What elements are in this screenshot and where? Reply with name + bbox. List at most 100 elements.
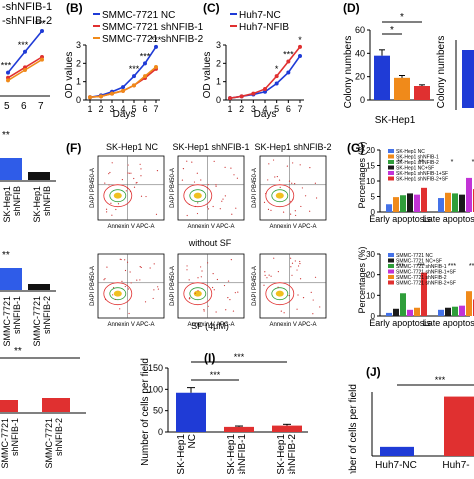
flow-event-dot (222, 198, 224, 200)
panel-b-point (110, 91, 114, 96)
flow-xlabel: Annexin V APC-A (269, 322, 316, 328)
panel-c-legend-2: Huh7-NFIB (239, 22, 289, 33)
flow-event-dot (272, 159, 275, 161)
flow-event-dot (188, 279, 190, 281)
flow-event-dot (157, 288, 160, 290)
panel-c-point (286, 70, 291, 75)
flow-event-dot (273, 257, 275, 259)
panel-b-point (143, 74, 147, 79)
flow-event-dot (286, 165, 288, 167)
panel-i: (I) 0 50 100 150 *** *** Number of cells per … (140, 351, 308, 477)
flow-event-dot (224, 166, 226, 168)
panel-c-point (263, 87, 267, 91)
flow-event-dot (121, 179, 123, 181)
flow-event-dot (268, 163, 270, 165)
flow-event-dot (263, 201, 266, 203)
panel-g-bottom-legend-swatch (388, 258, 394, 263)
panel-c-legend: Huh7-NC Huh7-NFIB (230, 10, 289, 33)
panel-g-bottom-sig-label: *** (469, 263, 474, 270)
flow-event-dot (278, 179, 281, 181)
panel-g-top-bar (386, 204, 392, 212)
flow-ylabel: DAPI PB450-A (90, 168, 96, 208)
flow-event-dot (109, 171, 111, 174)
panel-c-ytick-label: 1 (216, 77, 221, 87)
flow-plot-frame (97, 155, 165, 221)
panel-d-letter: (D) (343, 1, 360, 15)
panel-b-legend-1: SMMC-7721 NC (102, 10, 175, 21)
flow-event-dot (156, 169, 159, 172)
panel-g-bottom-legend-label: SMMC-7721 NC (396, 253, 433, 259)
flow-event-dot (186, 265, 188, 267)
panel-a-point (6, 78, 10, 83)
flow-event-dot (139, 279, 141, 281)
flow-event-dot (231, 213, 233, 215)
left-bar-blue-1 (0, 158, 22, 180)
panel-c-point (298, 54, 302, 58)
flow-xlabel: Annexin V APC-A (187, 322, 234, 328)
flow-event-dot (119, 308, 121, 310)
flow-event-dot (282, 211, 285, 213)
flow-event-dot (206, 187, 209, 189)
panel-i-ytick-label: 150 (148, 363, 163, 373)
flow-event-dot (140, 168, 142, 170)
flow-contour-core (193, 192, 202, 199)
panel-g-bottom-ytick-label: 10 (366, 291, 375, 300)
flow-event-dot (234, 292, 236, 294)
flow-event-dot (225, 309, 227, 311)
flow-event-dot (207, 184, 209, 186)
flow-event-dot (280, 310, 282, 312)
flow-event-dot (302, 297, 305, 299)
flow-event-dot (191, 161, 193, 163)
panel-b-sig-label: *** (151, 35, 162, 45)
panel-b-xtick-label: 7 (153, 104, 158, 114)
flow-event-dot (206, 206, 209, 208)
flow-plot-frame (177, 155, 245, 221)
flow-contour (189, 189, 207, 203)
flow-event-dot (235, 207, 237, 209)
flow-event-dot (201, 270, 203, 272)
flow-event-dot (300, 205, 302, 208)
flow-event-dot (113, 286, 115, 289)
panel-d2-bar (462, 50, 474, 108)
panel-d-bar (374, 55, 390, 100)
flow-event-dot (230, 259, 232, 261)
flow-event-dot (299, 260, 301, 263)
panel-g-top-ylabel: Percentages (%) (357, 141, 367, 208)
flow-title-3: SK-Hep1 shNFIB-2 (254, 142, 331, 152)
panel-b-point (88, 95, 92, 100)
panel-g-bottom-sig-label: *** (448, 263, 456, 270)
panel-i-sig-label: *** (210, 370, 221, 380)
panel-j-sig-label: *** (435, 375, 446, 385)
flow-event-dot (139, 163, 141, 165)
panel-g-top-bar (459, 194, 465, 212)
flow-event-dot (127, 288, 130, 290)
panel-a-point (40, 57, 44, 62)
flow-event-dot (267, 208, 270, 210)
flow-event-dot (127, 164, 129, 166)
flow-event-dot (264, 271, 266, 273)
panel-g-top-ytick-label: 0 (371, 208, 376, 217)
left-label-1c: SK-Hep1 (32, 186, 42, 223)
panel-b-point (154, 44, 158, 49)
flow-event-dot (103, 279, 105, 281)
panel-i-ylabel: Number of cells per field (140, 358, 151, 466)
panel-g-bottom-bar (414, 307, 420, 316)
panel-i-xlabels: SK-Hep1 NC SK-Hep1 shNFIB-1 SK-Hep1 shNF… (176, 434, 298, 477)
panel-b-sig-label: *** (129, 64, 140, 74)
flow-event-dot (297, 265, 300, 267)
flow-xlabel: Annexin V APC-A (187, 224, 234, 230)
flow-event-dot (117, 203, 120, 205)
panel-g-bottom-ytick-label: 20 (366, 271, 375, 280)
panel-j-letter: (J) (366, 365, 381, 379)
panel-g-bottom-early: Early apoptosis (369, 318, 431, 328)
flow-event-dot (237, 291, 239, 293)
panel-d-xlabel: SK-Hep1 (375, 115, 416, 126)
flow-event-dot (121, 280, 123, 282)
flow-event-dot (111, 162, 113, 164)
flow-event-dot (153, 289, 155, 291)
flow-event-dot (310, 291, 312, 293)
flow-event-dot (144, 301, 147, 303)
panel-g-bottom-bar (421, 272, 427, 316)
